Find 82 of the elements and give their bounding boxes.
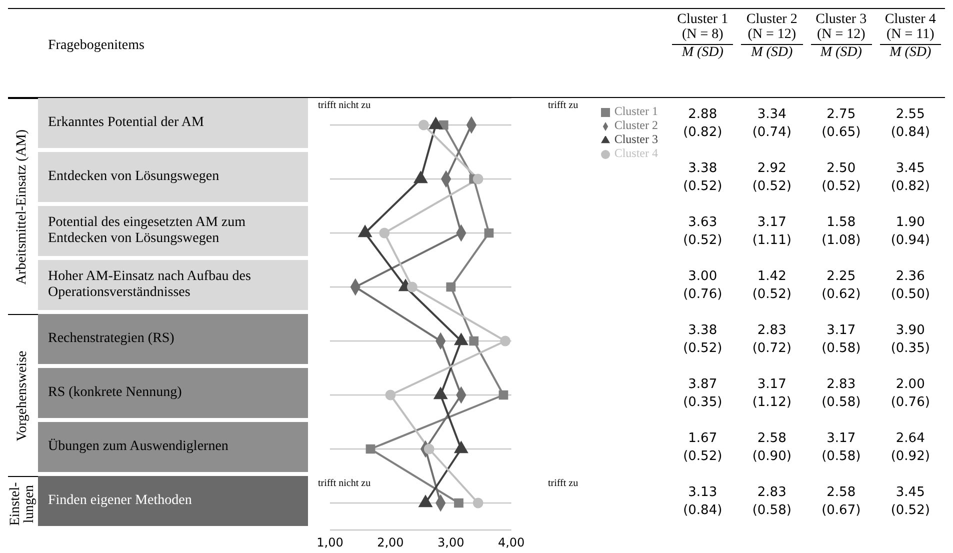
data-label: 2.58 (0.90)	[751, 430, 792, 466]
text: (N = 11)	[885, 27, 936, 42]
legend-label: Cluster 2	[614, 118, 658, 132]
data-label: 1.42 (0.52)	[751, 268, 792, 304]
point	[500, 336, 511, 346]
point	[498, 390, 508, 400]
data-label: 3.34 (0.74)	[751, 106, 792, 142]
point	[424, 444, 434, 454]
x-tick-label: 4,00	[498, 536, 525, 550]
data-label: 3.00 (0.76)	[682, 268, 724, 304]
text: trifft zu	[548, 100, 578, 111]
text: Cluster 2	[746, 12, 798, 27]
data-label: 2.83 (0.58)	[820, 376, 862, 412]
x-tick-label: 3,00	[438, 536, 464, 550]
data-label: 3.38 (0.52)	[682, 160, 724, 196]
data-label: 1.67 (0.52)	[682, 430, 724, 466]
y-tick-label: Potential des eingesetzten AM zum Entdecken von Lösungswegen	[38, 206, 308, 258]
text: (N = 12)	[746, 27, 798, 42]
point	[379, 228, 390, 238]
y-tick-label: Rechenstrategien (RS)	[38, 314, 308, 366]
text: Cluster 4	[884, 12, 936, 27]
data-label: 2.50 (0.52)	[820, 160, 862, 196]
data-label: 3.63 (0.52)	[682, 214, 724, 250]
legend-label: Cluster 3	[614, 132, 658, 146]
data-label: 2.75 (0.65)	[820, 106, 862, 142]
data-label: 3.13 (0.84)	[682, 484, 724, 520]
point	[472, 174, 484, 184]
text: Einstel-lungen	[8, 477, 37, 531]
text: (N = 8)	[680, 27, 724, 42]
y-tick-label: Erkanntes Potential der AM	[38, 98, 308, 150]
data-label: 3.45 (0.52)	[890, 484, 931, 520]
text: M (SD)	[810, 44, 872, 60]
text: M (SD)	[741, 44, 802, 60]
annotation: trifft nicht zu	[318, 100, 371, 111]
text: Vorgehensweise	[15, 350, 30, 442]
y-tick-label: Hoher AM-Einsatz nach Aufbau des Operationsverständnisses	[38, 260, 308, 312]
text: trifft zu	[548, 478, 578, 489]
point	[472, 498, 484, 508]
data-label: 3.45 (0.82)	[890, 160, 931, 196]
text: Arbeitsmittel-Einsatz (AM)	[15, 129, 30, 285]
data-label: 2.36 (0.50)	[890, 268, 931, 304]
data-label: 3.38 (0.52)	[682, 322, 724, 358]
text: Fragebogenitems	[48, 38, 144, 54]
point	[469, 336, 479, 346]
point	[454, 498, 464, 508]
data-label: 1.58 (1.08)	[820, 214, 862, 250]
point	[418, 120, 429, 130]
point	[366, 444, 376, 454]
data-label: 3.17 (0.58)	[820, 430, 862, 466]
y-tick-label: Übungen zum Auswendiglernen	[38, 422, 308, 474]
point	[406, 282, 418, 292]
point	[385, 390, 396, 400]
point	[484, 228, 494, 238]
data-label: 1.90 (0.94)	[890, 214, 931, 250]
text: (N = 12)	[816, 27, 866, 42]
data-label: 2.83 (0.72)	[751, 322, 792, 358]
annotation: trifft nicht zu	[318, 478, 371, 489]
x-tick-label: 2,00	[377, 536, 404, 550]
x-tick-label: 1,00	[316, 536, 344, 550]
y-tick-label: Entdecken von Lösungswegen	[38, 152, 308, 204]
data-label: 2.00 (0.76)	[890, 376, 931, 412]
text: M (SD)	[672, 44, 734, 60]
text: M (SD)	[880, 44, 941, 60]
y-tick-label: RS (konkrete Nennung)	[38, 368, 308, 420]
data-label: 2.25 (0.62)	[820, 268, 862, 304]
text: Cluster 1	[677, 12, 728, 27]
data-label: 2.58 (0.67)	[820, 484, 862, 520]
data-label: 3.17 (0.58)	[820, 322, 862, 358]
data-label: 3.17 (1.12)	[751, 376, 792, 412]
legend-label: Cluster 1	[614, 104, 658, 118]
data-label: 2.64 (0.92)	[890, 430, 931, 466]
legend-label: Cluster 4	[614, 146, 658, 160]
data-label: 2.92 (0.52)	[751, 160, 792, 196]
data-label: 2.83 (0.58)	[751, 484, 792, 520]
data-label: 3.87 (0.35)	[682, 376, 724, 412]
point	[446, 282, 456, 292]
data-label: 2.55 (0.84)	[890, 106, 931, 142]
text: Cluster 3	[816, 12, 867, 27]
data-label: 3.90 (0.35)	[890, 322, 931, 358]
data-label: 2.88 (0.82)	[682, 106, 724, 142]
data-label: 3.17 (1.11)	[751, 214, 792, 250]
y-tick-label: Finden eigener Methoden	[38, 476, 308, 528]
